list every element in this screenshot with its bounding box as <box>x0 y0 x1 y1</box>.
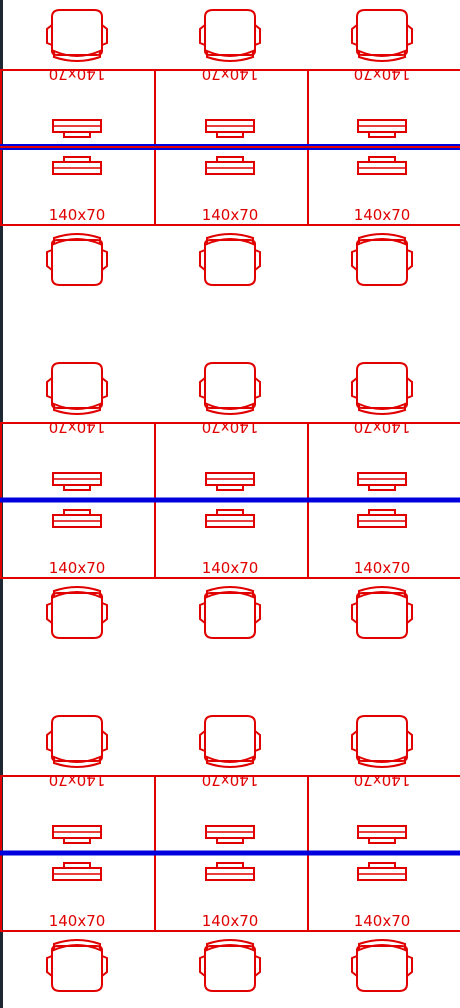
monitor-icon <box>205 509 255 528</box>
monitor-icon <box>357 862 407 881</box>
office-chair-icon <box>351 586 413 639</box>
monitor-icon <box>52 862 102 881</box>
office-chair-icon <box>351 9 413 62</box>
monitor-icon <box>52 472 102 491</box>
monitor-icon <box>357 825 407 844</box>
office-chair-icon <box>351 233 413 286</box>
office-chair-icon <box>199 362 261 415</box>
desk-label: 140x70 <box>354 912 411 930</box>
desk-label: 140x70 <box>202 206 259 224</box>
office-chair-icon <box>351 715 413 768</box>
office-chair-icon <box>46 362 108 415</box>
desk-label: 140x70 <box>49 559 106 577</box>
monitor-icon <box>52 825 102 844</box>
monitor-icon <box>357 119 407 138</box>
desk-label-rotated: 140x70 <box>49 65 106 83</box>
office-chair-icon <box>46 9 108 62</box>
desk-label: 140x70 <box>202 559 259 577</box>
desk-label: 140x70 <box>354 206 411 224</box>
desk-label-rotated: 140x70 <box>202 65 259 83</box>
office-chair-icon <box>199 586 261 639</box>
monitor-icon <box>205 862 255 881</box>
desk-label-rotated: 140x70 <box>49 418 106 436</box>
monitor-icon <box>205 825 255 844</box>
office-chair-icon <box>351 939 413 992</box>
monitor-icon <box>52 119 102 138</box>
office-chair-icon <box>46 586 108 639</box>
desk-label: 140x70 <box>49 206 106 224</box>
monitor-icon <box>357 156 407 175</box>
desk-label: 140x70 <box>354 559 411 577</box>
desk-label-rotated: 140x70 <box>354 771 411 789</box>
office-chair-icon <box>46 715 108 768</box>
monitor-icon <box>52 509 102 528</box>
desk-label-rotated: 140x70 <box>354 65 411 83</box>
office-chair-icon <box>199 9 261 62</box>
desk-label-rotated: 140x70 <box>49 771 106 789</box>
desk-label-rotated: 140x70 <box>202 418 259 436</box>
monitor-icon <box>357 472 407 491</box>
desk-label: 140x70 <box>202 912 259 930</box>
desk-label: 140x70 <box>49 912 106 930</box>
office-chair-icon <box>199 233 261 286</box>
monitor-icon <box>205 156 255 175</box>
monitor-icon <box>205 119 255 138</box>
office-chair-icon <box>351 362 413 415</box>
monitor-icon <box>205 472 255 491</box>
monitor-icon <box>52 156 102 175</box>
office-chair-icon <box>199 715 261 768</box>
monitor-icon <box>357 509 407 528</box>
office-chair-icon <box>46 939 108 992</box>
desk-label-rotated: 140x70 <box>354 418 411 436</box>
office-chair-icon <box>199 939 261 992</box>
desk-label-rotated: 140x70 <box>202 771 259 789</box>
office-chair-icon <box>46 233 108 286</box>
